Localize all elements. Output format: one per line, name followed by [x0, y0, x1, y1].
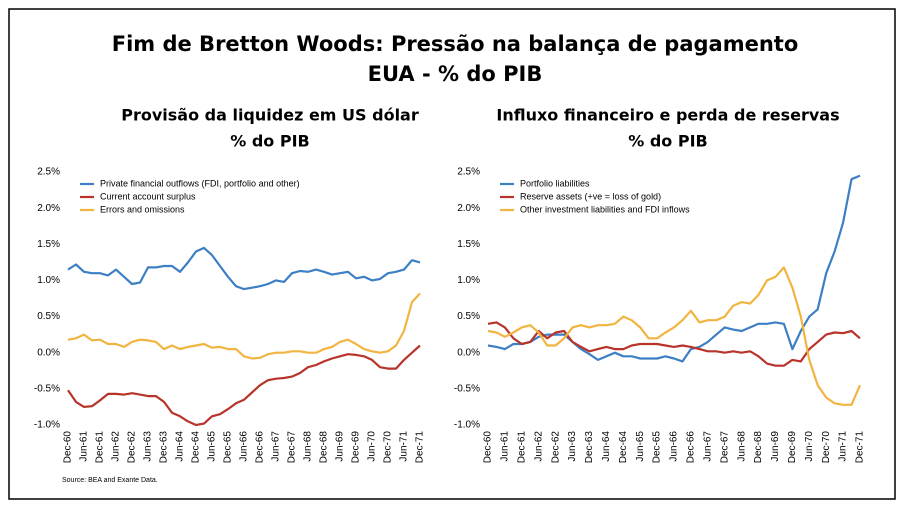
x-tick-label: Dec-71 — [855, 431, 866, 464]
series-line — [487, 321, 861, 367]
x-tick-label: Dec-60 — [483, 431, 494, 464]
legend-label: Current account surplus — [100, 191, 196, 201]
series-line — [67, 246, 421, 291]
x-tick-label: Jun-62 — [111, 431, 122, 462]
chart-subtitle: % do PIB — [628, 132, 708, 151]
x-tick-label: Dec-65 — [652, 431, 663, 464]
x-tick-label: Dec-60 — [63, 431, 74, 464]
y-tick-label: 0.0% — [37, 347, 60, 358]
x-tick-label: Jun-67 — [271, 431, 282, 462]
x-tick-label: Dec-63 — [159, 431, 170, 464]
x-tick-label: Dec-68 — [319, 431, 330, 464]
chart-subtitle: % do PIB — [230, 132, 310, 151]
legend-label: Portfolio liabilities — [520, 178, 590, 188]
frame — [8, 8, 896, 500]
x-tick-label: Jun-64 — [175, 431, 186, 462]
x-tick-label: Dec-67 — [287, 431, 298, 464]
x-tick-label: Jun-71 — [399, 431, 410, 462]
y-tick-label: 2.5% — [37, 167, 60, 178]
y-tick-label: 0.0% — [457, 347, 480, 358]
y-tick-label: 2.0% — [457, 203, 480, 214]
x-tick-label: Dec-67 — [719, 431, 730, 464]
x-tick-label: Jun-63 — [143, 431, 154, 462]
chart-title: Influxo financeiro e perda de reservas — [496, 106, 839, 125]
x-tick-label: Jun-65 — [207, 431, 218, 462]
y-tick-label: -0.5% — [34, 383, 60, 394]
y-tick-label: 2.5% — [457, 167, 480, 178]
x-tick-label: Jun-66 — [239, 431, 250, 462]
chart-title: Provisão da liquidez em US dólar — [121, 106, 419, 125]
series-line — [67, 344, 421, 427]
legend-label: Errors and omissions — [100, 204, 185, 214]
x-tick-label: Dec-65 — [223, 431, 234, 464]
x-tick-label: Dec-62 — [550, 431, 561, 464]
legend-label: Private financial outflows (FDI, portfol… — [100, 178, 300, 188]
x-tick-label: Jun-70 — [804, 431, 815, 462]
x-tick-label: Dec-63 — [584, 431, 595, 464]
series-line — [67, 292, 421, 360]
x-tick-label: Jun-61 — [79, 431, 90, 462]
x-tick-label: Jun-69 — [770, 431, 781, 462]
page-subtitle: EUA - % do PIB — [368, 62, 543, 86]
y-tick-label: 2.0% — [37, 203, 60, 214]
y-tick-label: -1.0% — [454, 420, 480, 431]
x-tick-label: Dec-70 — [821, 431, 832, 464]
x-tick-label: Jun-63 — [567, 431, 578, 462]
x-tick-label: Jun-67 — [702, 431, 713, 462]
legend-label: Reserve assets (+ve = loss of gold) — [520, 191, 661, 201]
x-tick-label: Dec-61 — [95, 431, 106, 464]
series-line — [487, 174, 861, 363]
x-tick-label: Dec-62 — [127, 431, 138, 464]
x-tick-label: Dec-64 — [618, 431, 629, 464]
x-tick-label: Dec-66 — [255, 431, 266, 464]
page-title: Fim de Bretton Woods: Pressão na balança… — [112, 32, 799, 56]
x-tick-label: Dec-68 — [753, 431, 764, 464]
y-tick-label: 1.0% — [37, 275, 60, 286]
y-tick-label: 0.5% — [457, 311, 480, 322]
x-tick-label: Jun-64 — [601, 431, 612, 462]
x-tick-label: Dec-70 — [383, 431, 394, 464]
x-tick-label: Dec-61 — [516, 431, 527, 464]
x-tick-label: Dec-69 — [351, 431, 362, 464]
y-tick-label: 1.5% — [37, 239, 60, 250]
x-tick-label: Jun-69 — [335, 431, 346, 462]
x-tick-label: Dec-66 — [686, 431, 697, 464]
y-tick-label: 0.5% — [37, 311, 60, 322]
x-tick-label: Jun-61 — [500, 431, 511, 462]
source: Source: BEA and Exante Data. — [62, 477, 158, 484]
x-tick-label: Dec-71 — [415, 431, 426, 464]
x-tick-label: Jun-66 — [669, 431, 680, 462]
y-tick-label: -1.0% — [34, 420, 60, 431]
series-line — [487, 266, 862, 406]
x-tick-label: Jun-68 — [303, 431, 314, 462]
x-tick-label: Dec-64 — [191, 431, 202, 464]
x-tick-label: Jun-70 — [367, 431, 378, 462]
x-tick-label: Jun-68 — [736, 431, 747, 462]
legend-label: Other investment liabilities and FDI inf… — [520, 204, 690, 214]
x-tick-label: Jun-65 — [635, 431, 646, 462]
y-tick-label: 1.5% — [457, 239, 480, 250]
y-tick-label: 1.0% — [457, 275, 480, 286]
x-tick-label: Dec-69 — [787, 431, 798, 464]
y-tick-label: -0.5% — [454, 383, 480, 394]
x-tick-label: Jun-71 — [838, 431, 849, 462]
x-tick-label: Jun-62 — [533, 431, 544, 462]
